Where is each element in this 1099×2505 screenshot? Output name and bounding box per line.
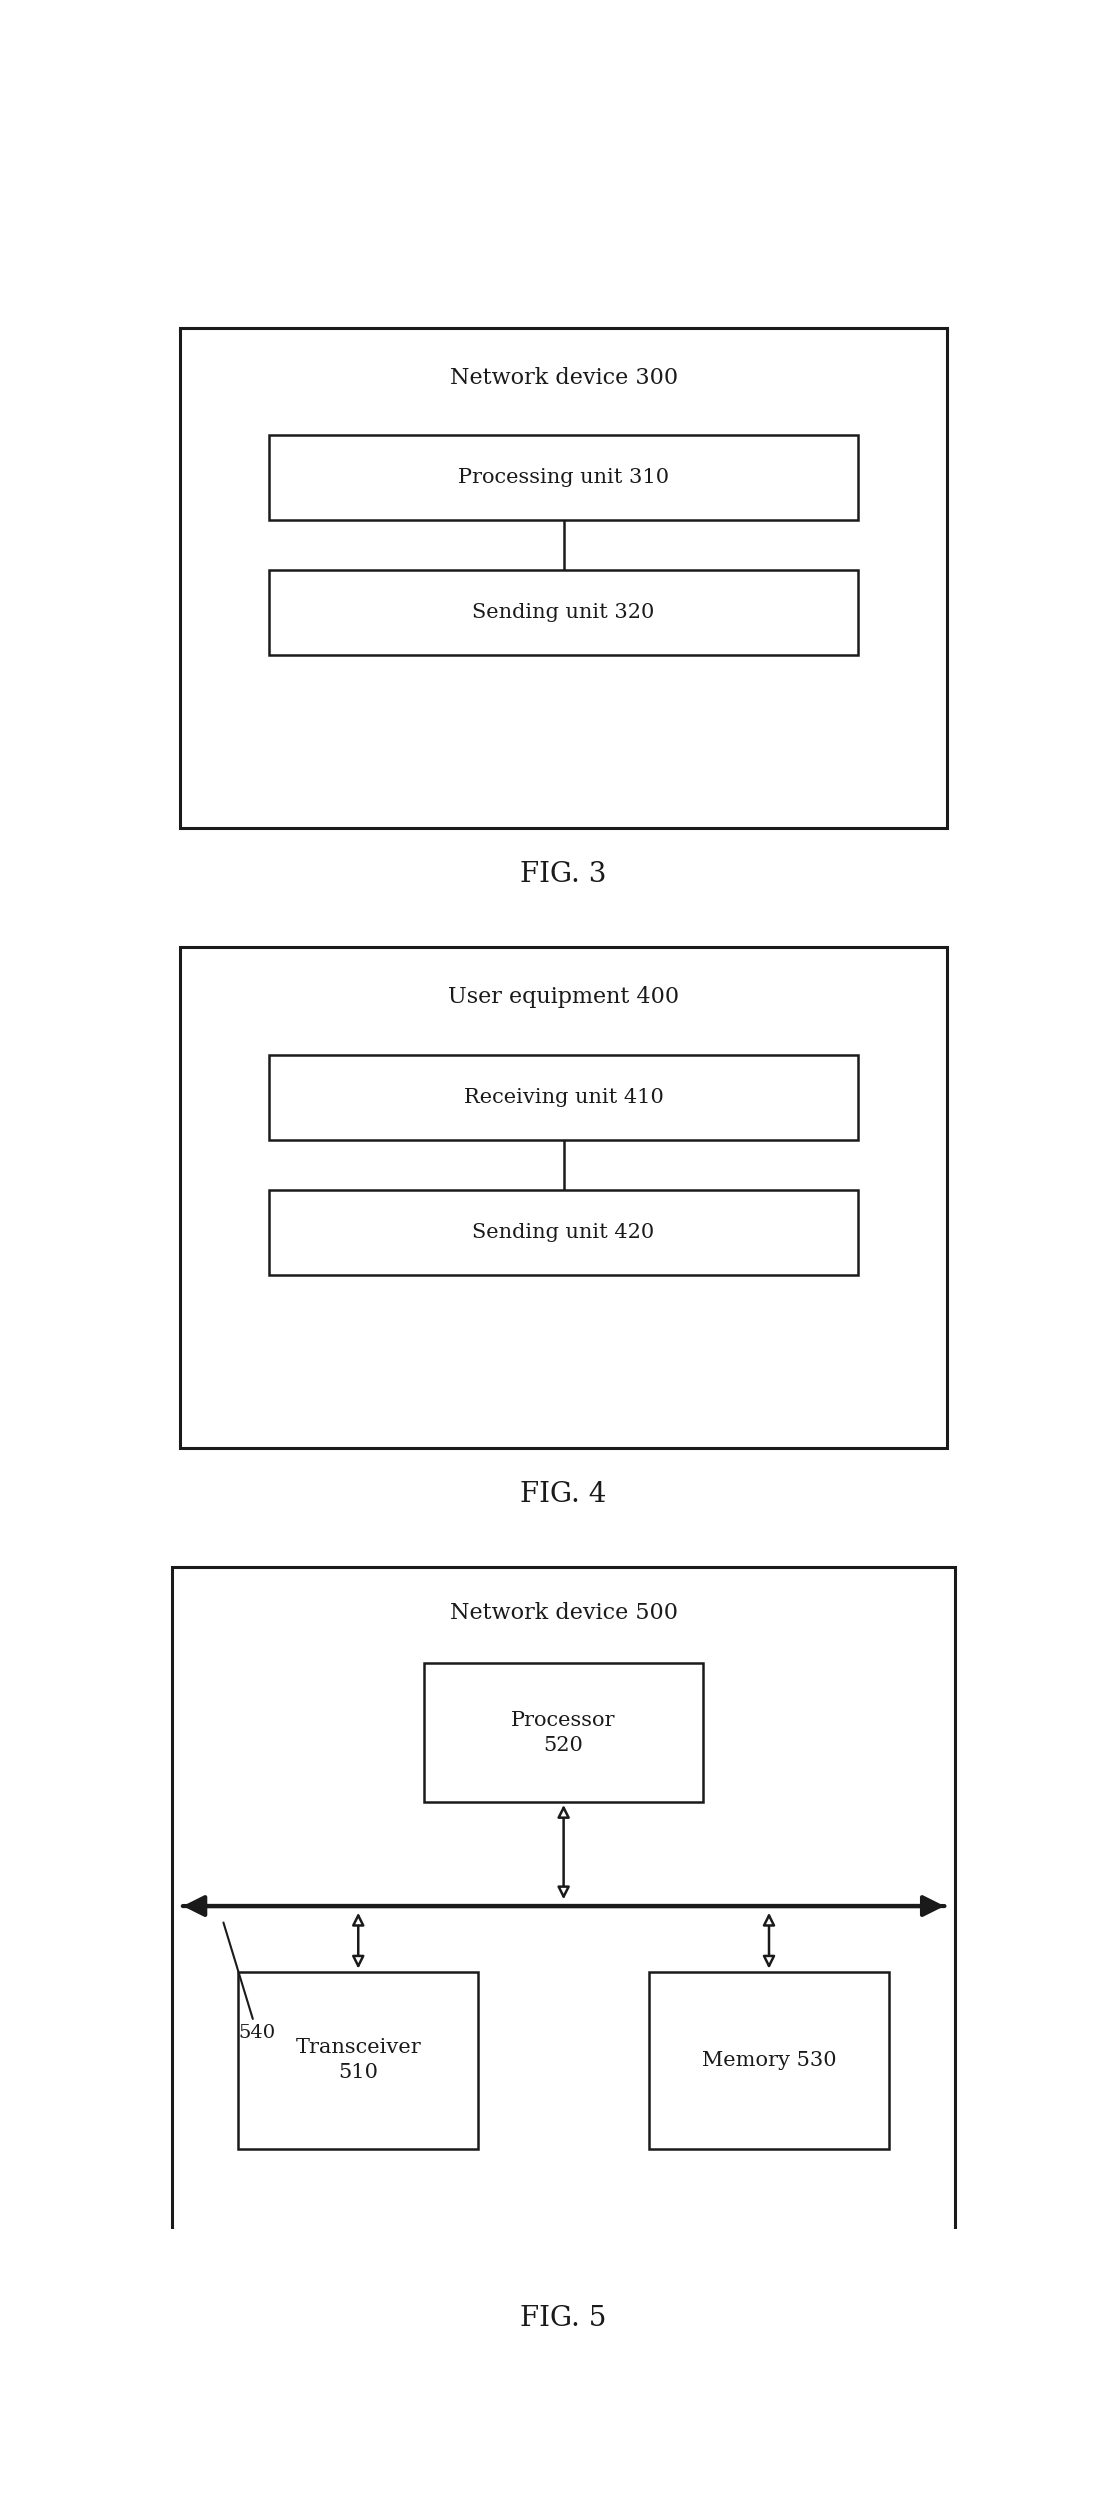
Text: Network device 300: Network device 300 xyxy=(449,366,678,388)
Bar xyxy=(180,947,947,1448)
Bar xyxy=(424,1663,703,1801)
Text: FIG. 3: FIG. 3 xyxy=(520,862,607,887)
Bar xyxy=(269,571,858,654)
Text: Memory 530: Memory 530 xyxy=(701,2052,836,2069)
Bar xyxy=(269,1055,858,1140)
Text: Transceiver
510: Transceiver 510 xyxy=(296,2039,421,2082)
Text: Network device 500: Network device 500 xyxy=(449,1603,678,1623)
Text: FIG. 5: FIG. 5 xyxy=(520,2305,607,2332)
Text: Processor
520: Processor 520 xyxy=(511,1711,615,1756)
Bar xyxy=(269,436,858,521)
Text: Sending unit 420: Sending unit 420 xyxy=(473,1222,655,1242)
Text: Processing unit 310: Processing unit 310 xyxy=(458,468,669,486)
Text: 540: 540 xyxy=(238,2024,275,2042)
Bar xyxy=(238,1971,478,2149)
Text: FIG. 4: FIG. 4 xyxy=(520,1480,607,1508)
Bar xyxy=(269,1190,858,1275)
Text: Sending unit 320: Sending unit 320 xyxy=(473,604,655,621)
Bar xyxy=(173,1568,955,2275)
Bar xyxy=(180,328,947,829)
Bar xyxy=(648,1971,889,2149)
Text: Receiving unit 410: Receiving unit 410 xyxy=(464,1087,664,1107)
Text: User equipment 400: User equipment 400 xyxy=(448,987,679,1010)
